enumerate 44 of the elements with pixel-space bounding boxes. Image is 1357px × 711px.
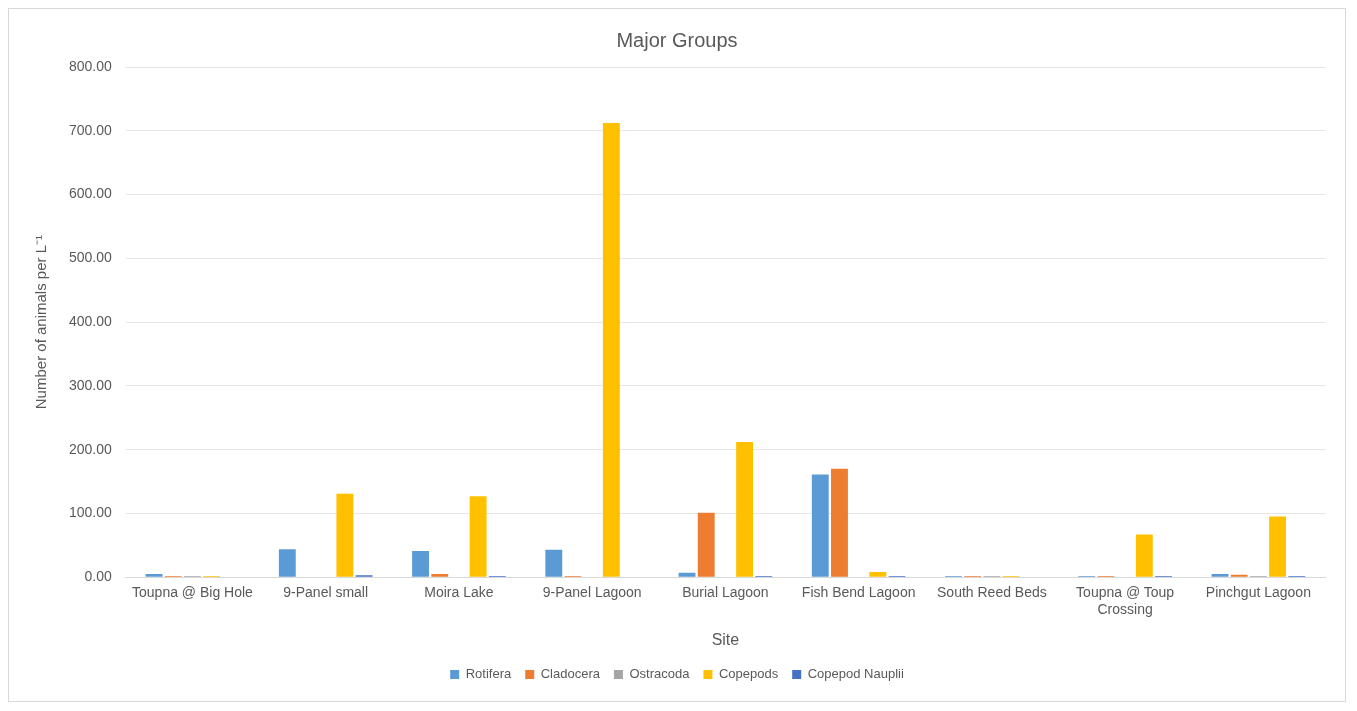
x-tick-label: Burial Lagoon [682,584,769,601]
bar [278,549,296,577]
legend-label: Ostracoda [629,666,691,682]
y-tick-label: 400.00 [68,312,113,329]
bar [412,551,429,577]
bar [1211,574,1229,577]
bar [469,496,487,577]
y-tick-label: 500.00 [68,249,113,266]
y-tick-label: 800.00 [68,57,113,74]
y-tick-label: 200.00 [68,440,113,457]
bar [431,574,449,577]
legend-label: Rotifera [465,666,512,682]
legend-label: Cladocera [540,666,601,682]
x-tick-label: Moira Lake [424,584,494,601]
x-tick-label: South Reed Beds [937,584,1047,601]
x-tick-label: Toupna @ Toup Crossing [1076,584,1175,618]
bar [697,512,715,577]
bar [1230,574,1248,577]
bar [831,468,848,577]
x-tick-label: Toupna @ Big Hole [132,584,254,601]
bar [336,493,354,577]
x-axis-title: Site [711,630,740,648]
bar [869,572,887,577]
y-tick-label: 100.00 [68,504,113,521]
bar [145,574,163,577]
x-tick-label: Pinchgut Lagoon [1205,584,1311,601]
bar [678,572,696,577]
y-tick-label: 0.00 [84,568,113,585]
legend-label: Copepod Nauplii [807,666,904,682]
x-tick-label: 9-Panel Lagoon [542,584,642,601]
y-tick-label: 700.00 [68,121,113,138]
x-tick-label: Fish Bend Lagoon [801,584,916,601]
bar [1135,534,1153,577]
bar [1269,516,1287,577]
bar [736,442,754,577]
legend-label: Copepods [718,666,779,682]
bar [811,474,829,577]
y-tick-label: 300.00 [68,376,113,393]
bar [602,123,620,577]
y-axis-title: Number of animals per L⁻¹ [32,234,50,410]
x-tick-label: 9-Panel small [283,584,369,601]
y-tick-label: 600.00 [68,185,113,202]
chart-title: Major Groups [616,28,738,51]
bar [545,549,563,577]
